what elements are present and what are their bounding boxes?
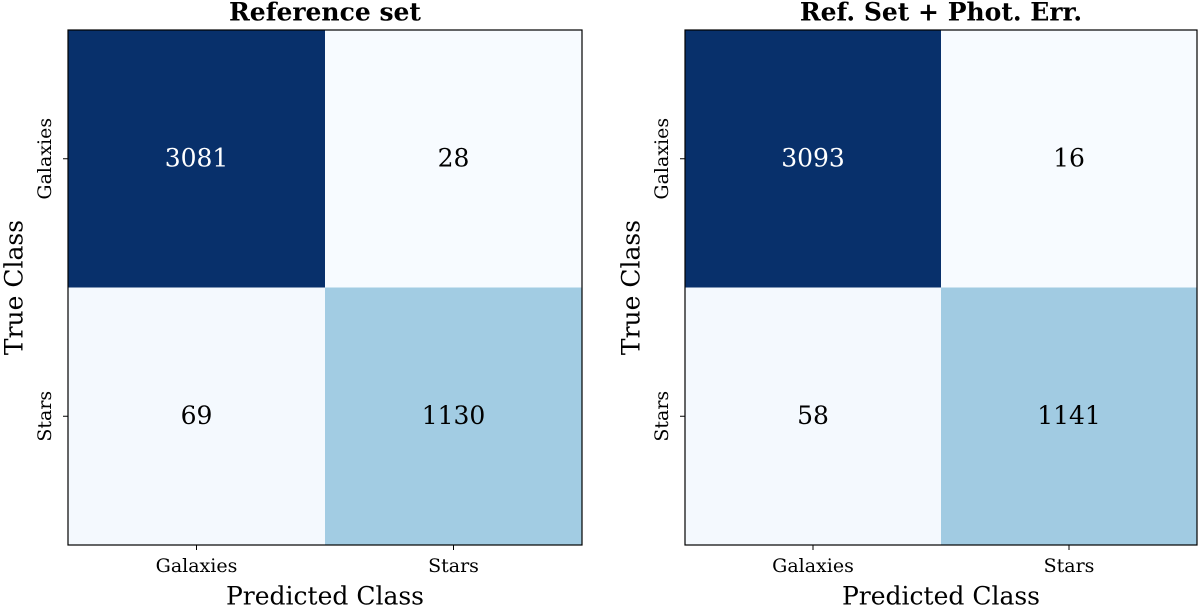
y-axis-label: True Class xyxy=(617,220,646,355)
x-tick-label: Stars xyxy=(1044,555,1095,577)
y-tick-label: Galaxies xyxy=(34,118,56,200)
x-axis-label: Predicted Class xyxy=(226,582,424,610)
cell-label: 1141 xyxy=(1037,401,1101,430)
y-axis-label: True Class xyxy=(0,220,29,355)
x-tick-label: Galaxies xyxy=(772,555,854,577)
heatmap-cell xyxy=(68,30,325,288)
chart-title: Reference set xyxy=(229,0,421,27)
x-tick-label: Galaxies xyxy=(156,555,238,577)
chart-title: Ref. Set + Phot. Err. xyxy=(800,0,1082,27)
x-axis-label: Predicted Class xyxy=(842,582,1040,610)
axes-frame xyxy=(67,29,583,546)
x-tick-label: Stars xyxy=(428,555,479,577)
y-tick-label: Galaxies xyxy=(651,118,673,200)
heatmap-cell xyxy=(685,287,941,545)
cell-label: 69 xyxy=(181,401,213,430)
heatmap-cell xyxy=(325,30,582,288)
heatmap-cell xyxy=(685,30,941,288)
heatmap-cell xyxy=(68,287,325,545)
cell-label: 3093 xyxy=(781,143,845,172)
cell-label: 1130 xyxy=(422,401,486,430)
heatmap-cell xyxy=(941,287,1197,545)
cell-label: 16 xyxy=(1053,143,1085,172)
heatmap-cell xyxy=(325,287,582,545)
cell-label: 58 xyxy=(797,401,829,430)
y-tick-label: Stars xyxy=(34,391,56,442)
axes-frame xyxy=(684,29,1198,546)
heatmap-cell xyxy=(941,30,1197,288)
cell-label: 3081 xyxy=(165,143,229,172)
y-tick-label: Stars xyxy=(651,391,673,442)
cell-label: 28 xyxy=(438,143,470,172)
